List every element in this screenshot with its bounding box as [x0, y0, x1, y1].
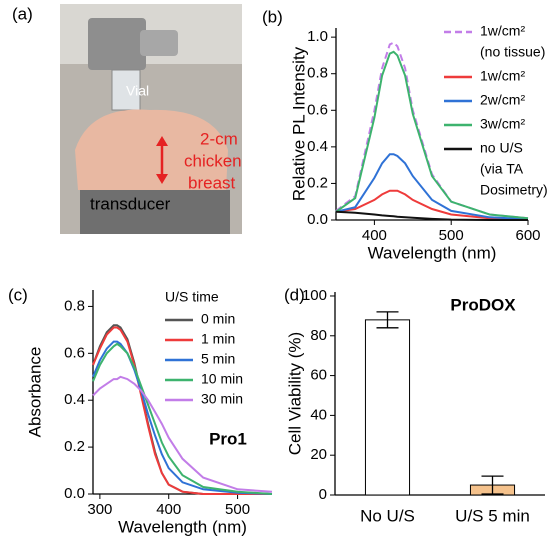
legend-label: 2w/cm² — [480, 92, 525, 108]
y-tick-label: 0.2 — [307, 174, 328, 191]
vial — [111, 69, 141, 111]
y-tick-label: 60 — [310, 367, 327, 384]
y-tick-label: 20 — [310, 446, 327, 463]
x-tick-label: No U/S — [360, 506, 415, 525]
legend-label: 1 min — [201, 331, 235, 347]
sample-label: chicken — [184, 151, 242, 170]
x-axis-label: Wavelength (nm) — [368, 243, 497, 262]
series-line — [335, 50, 529, 220]
series-line — [335, 189, 529, 221]
x-tick-label: U/S 5 min — [455, 506, 530, 525]
y-tick-label: 0.0 — [307, 211, 328, 228]
chicken — [75, 109, 228, 190]
clamp-arm — [140, 30, 178, 56]
series-line — [92, 340, 273, 495]
y-tick-label: 0.2 — [64, 438, 85, 455]
x-tick-label: 400 — [156, 501, 181, 518]
panel-label: (c) — [8, 285, 28, 304]
series-line — [92, 375, 273, 493]
x-tick-label: 400 — [362, 227, 387, 244]
x-axis-label: Wavelength (nm) — [118, 517, 247, 536]
legend-label: Dosimetry) — [480, 182, 548, 198]
legend-label: (no tissue) — [480, 44, 545, 60]
panel-label: (d) — [284, 285, 305, 304]
legend-label: 30 min — [201, 391, 243, 407]
transducer — [80, 190, 230, 234]
panel-label: (b) — [262, 7, 283, 26]
series-line — [92, 324, 272, 495]
x-tick-label: 300 — [87, 501, 112, 518]
x-tick-label: 600 — [515, 227, 540, 244]
error-bar — [481, 475, 504, 495]
legend-label: 5 min — [201, 351, 235, 367]
y-tick-label: 0.8 — [64, 297, 85, 314]
legend-label: 3w/cm² — [480, 116, 525, 132]
y-tick-label: 0.4 — [64, 391, 85, 408]
y-tick-label: 100 — [302, 287, 327, 304]
panel-label: (a) — [12, 4, 33, 23]
legend-label: (via TA — [480, 161, 524, 177]
series-line — [335, 210, 528, 221]
legend-label: 1w/cm² — [480, 23, 525, 39]
y-tick-label: 0.4 — [307, 138, 328, 155]
legend-label: 0 min — [201, 311, 235, 327]
photo: (a) Vial 2-cm chicken breast transducer — [12, 4, 242, 234]
annotation: Pro1 — [209, 429, 247, 448]
y-tick-label: 80 — [310, 327, 327, 344]
sample-label: 2-cm — [200, 129, 238, 148]
y-axis-label: Absorbance — [25, 347, 44, 438]
annotation: ProDOX — [450, 295, 516, 314]
series-line — [92, 326, 272, 495]
vial-label: Vial — [126, 83, 149, 99]
y-tick-label: 1.0 — [307, 28, 328, 45]
y-tick-label: 0.0 — [64, 485, 85, 502]
y-tick-label: 0.6 — [307, 101, 328, 118]
legend-label: 1w/cm² — [480, 68, 525, 84]
x-tick-label: 500 — [225, 501, 250, 518]
error-bar — [376, 311, 399, 329]
y-tick-label: 0 — [319, 486, 327, 503]
arrow-heads — [156, 136, 168, 184]
y-tick-label: 0.6 — [64, 344, 85, 361]
legend-title: U/S time — [165, 289, 219, 305]
series-line — [335, 153, 529, 221]
y-axis-label: Cell Viability (%) — [285, 332, 304, 455]
transducer-label: transducer — [90, 194, 171, 213]
y-axis-label: Relative PL Intensity — [289, 46, 308, 201]
y-tick-label: 40 — [310, 406, 327, 423]
series-line — [92, 342, 273, 495]
sample-label: breast — [188, 173, 236, 192]
legend-label: no U/S — [480, 140, 523, 156]
bar — [364, 319, 411, 496]
y-tick-label: 0.8 — [307, 65, 328, 82]
legend-label: 10 min — [201, 371, 243, 387]
clamp — [88, 18, 146, 70]
x-tick-label: 500 — [439, 227, 464, 244]
